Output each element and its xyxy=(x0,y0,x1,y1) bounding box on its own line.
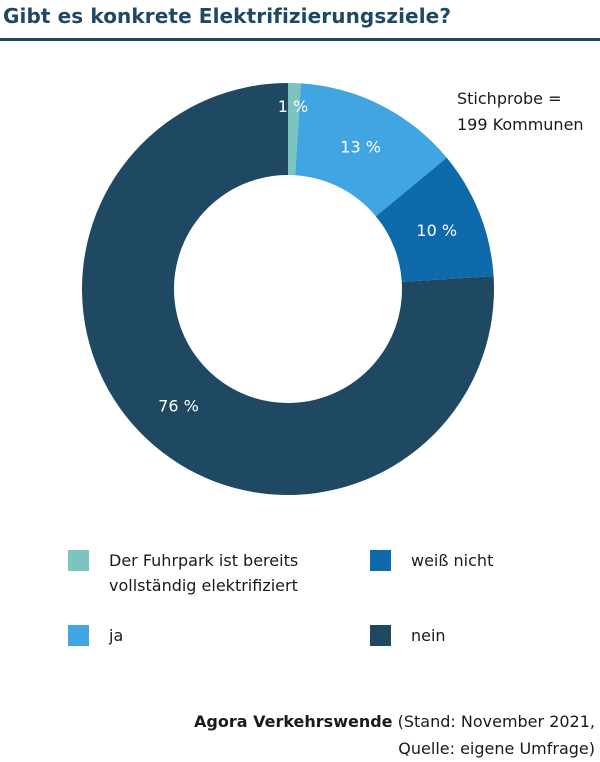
legend-item-elektrifiziert: Der Fuhrpark ist bereits vollständig ele… xyxy=(68,548,298,598)
title-rule xyxy=(0,38,600,41)
sample-line-2: 199 Kommunen xyxy=(457,115,584,134)
slice-label: 1 % xyxy=(278,97,308,116)
legend-label-line-1: Der Fuhrpark ist bereits xyxy=(109,551,299,570)
legend-item-nein: nein xyxy=(370,623,446,648)
legend-label-elektrifiziert: Der Fuhrpark ist bereits vollständig ele… xyxy=(109,548,298,598)
sample-line-1: Stichprobe = xyxy=(457,89,562,108)
donut-slice xyxy=(375,157,494,282)
source-brand: Agora Verkehrswende xyxy=(194,712,393,731)
source-line-2: Quelle: eigene Umfrage) xyxy=(398,739,595,758)
source-note: Agora Verkehrswende (Stand: November 202… xyxy=(194,708,595,762)
chart-title: Gibt es konkrete Elektrifizierungsziele? xyxy=(3,4,452,28)
donut-slice xyxy=(295,83,447,217)
donut-slice xyxy=(81,83,494,495)
legend-swatch-weiss-nicht xyxy=(370,550,391,571)
legend-label-line-2: vollständig elektrifiziert xyxy=(109,576,298,595)
source-text: (Stand: November 2021, xyxy=(392,712,595,731)
slice-label: 10 % xyxy=(416,221,457,240)
legend-label-weiss-nicht: weiß nicht xyxy=(411,551,494,570)
legend-swatch-elektrifiziert xyxy=(68,550,89,571)
legend-item-ja: ja xyxy=(68,623,123,648)
legend-label-nein: nein xyxy=(411,626,446,645)
legend-swatch-ja xyxy=(68,625,89,646)
donut-slice xyxy=(288,83,301,176)
legend-item-weiss-nicht: weiß nicht xyxy=(370,548,493,573)
sample-annotation: Stichprobe = 199 Kommunen xyxy=(457,86,584,138)
legend-swatch-nein xyxy=(370,625,391,646)
source-line-1: Agora Verkehrswende (Stand: November 202… xyxy=(194,708,595,735)
slice-label: 76 % xyxy=(158,397,199,416)
legend-label-ja: ja xyxy=(109,626,124,645)
slice-label: 13 % xyxy=(340,137,381,156)
